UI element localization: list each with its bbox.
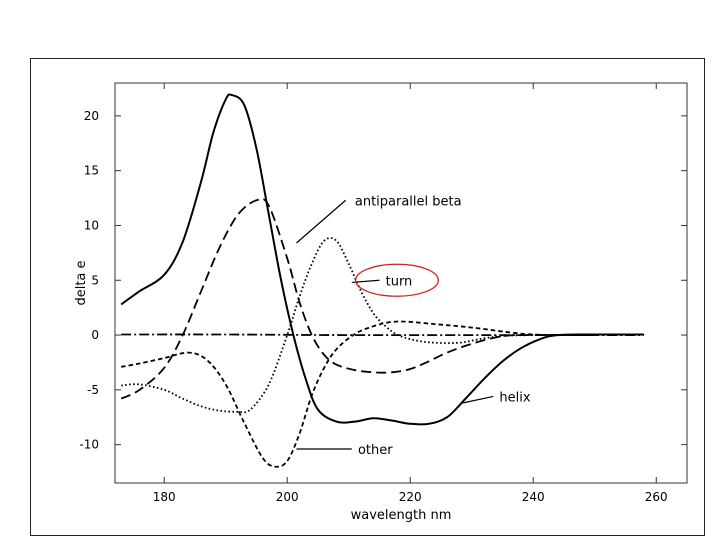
leader-line-antiparallel-beta: [296, 199, 347, 244]
y-axis-title: delta e: [74, 260, 89, 305]
series-line-turn: [121, 237, 595, 414]
series-label-other: other: [358, 443, 393, 458]
series-line-other: [121, 320, 595, 468]
series-label-turn: turn: [386, 274, 413, 289]
series-line-antiparallel-beta: [120, 197, 595, 400]
x-tick-label: 240: [522, 490, 545, 504]
y-tick-label: 20: [84, 109, 99, 123]
series-layer: [120, 93, 644, 468]
x-axis-title: wavelength nm: [351, 508, 452, 523]
x-tick-label: 200: [276, 490, 299, 504]
highlight-circle: [354, 263, 439, 297]
x-tick-label: 180: [153, 490, 176, 504]
cd-spectrum-chart: 180 200 220 240 260 20 15 10 5 0 -5 -10 antiparalle…: [74, 82, 688, 523]
series-line-baseline: [121, 333, 644, 337]
x-tick-label: 260: [645, 490, 668, 504]
series-line-helix: [120, 93, 644, 426]
figure-frame: 180 200 220 240 260 20 15 10 5 0 -5 -10 antiparalle…: [30, 58, 705, 536]
y-tick-label: -10: [79, 438, 99, 452]
plot-area-frame: [114, 82, 688, 484]
y-tick-label: 10: [84, 218, 99, 232]
y-tick-label: 15: [84, 164, 99, 178]
y-tick-label: 5: [91, 273, 99, 287]
series-label-antiparallel-beta: antiparallel beta: [355, 194, 462, 209]
y-tick-label: 0: [91, 328, 99, 342]
annotation-layer: antiparallel beta turn helix other: [296, 194, 531, 458]
x-tick-label: 220: [399, 490, 422, 504]
leader-line-helix: [462, 395, 494, 404]
series-label-helix: helix: [499, 390, 530, 405]
axis-ticks: 180 200 220 240 260 20 15 10 5 0 -5 -10: [79, 83, 687, 504]
y-tick-label: -5: [87, 383, 99, 397]
